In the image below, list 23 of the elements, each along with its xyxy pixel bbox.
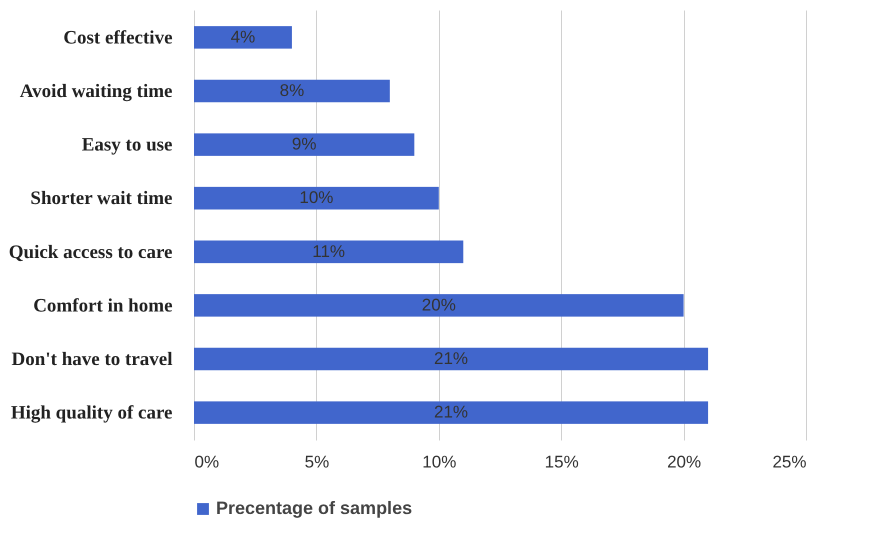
x-tick-label: 20% [667, 452, 702, 472]
y-tick-label: Comfort in home [33, 295, 172, 316]
data-label: 10% [299, 188, 334, 208]
y-tick-label: Avoid waiting time [20, 80, 172, 102]
data-label: 11% [312, 242, 346, 261]
data-label: 20% [422, 295, 456, 314]
y-tick-label: Shorter wait time [30, 188, 172, 210]
data-label: 8% [280, 80, 304, 100]
data-label: 9% [292, 134, 316, 154]
data-label: 21% [434, 349, 468, 368]
legend-label: Precentage of samples [216, 498, 412, 518]
x-tick-label: 0% [194, 452, 220, 472]
x-tick-label: 5% [304, 452, 330, 472]
data-label: 4% [230, 27, 256, 46]
x-tick-label: 15% [544, 452, 579, 472]
x-tick-label: 10% [422, 452, 456, 472]
y-tick-label: Easy to use [82, 134, 172, 156]
y-tick-label: Quick access to care [8, 242, 172, 263]
x-tick-label: 25% [772, 452, 806, 472]
y-tick-label: High quality of care [10, 402, 172, 424]
y-tick-label: Don't have to travel [12, 349, 172, 370]
data-label: 21% [434, 402, 468, 422]
y-tick-label: Cost effective [63, 27, 172, 48]
